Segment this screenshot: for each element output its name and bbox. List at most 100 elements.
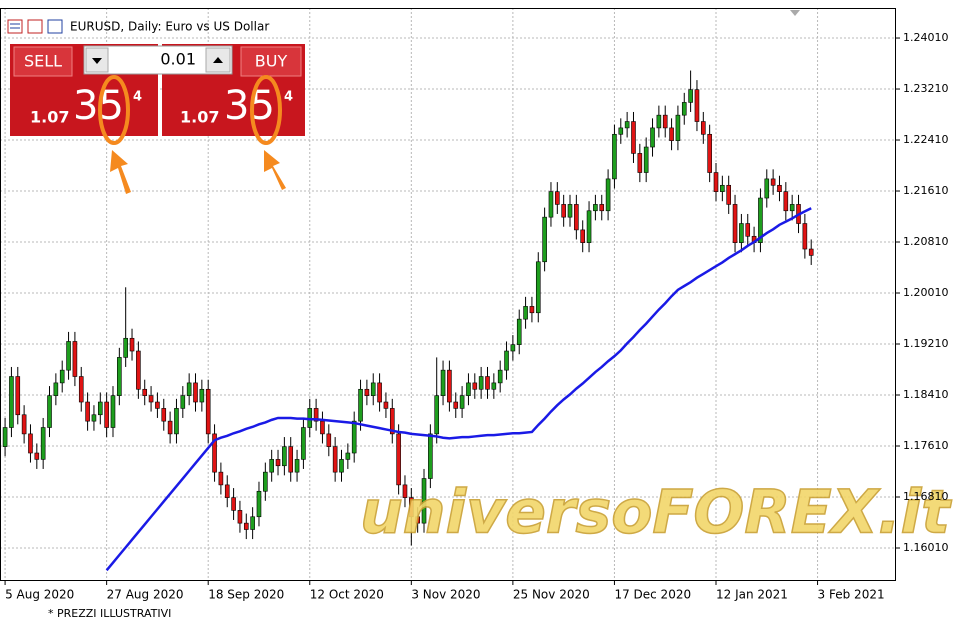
candle-body [567,204,573,218]
candle-body [199,388,205,403]
x-tick-label: 27 Aug 2020 [107,588,184,602]
buy-button[interactable] [240,46,302,77]
candle-body [389,408,395,435]
candle-body [205,388,211,435]
candle-body [662,114,668,129]
candle-body [656,114,662,129]
candle-body [726,184,731,205]
y-tick-label: 1.16010 [903,541,949,554]
icon-chart[interactable] [47,19,63,34]
icon-one-click[interactable] [27,19,43,34]
candle-body [224,484,230,498]
arrow [110,150,131,194]
candle-body [504,350,509,371]
y-tick-label: 1.21610 [903,184,949,197]
candle-body [129,337,135,352]
candle-body [34,452,40,460]
chart-title: EURUSD, Daily: Euro vs US Dollar [70,20,269,34]
candle-body [193,382,198,403]
candle-body [758,197,763,243]
candle-body [326,433,332,447]
candle-body [155,401,160,409]
candle-body [396,433,401,486]
candle-body [40,427,46,460]
buy-price-pips: 35 [224,83,275,129]
x-tick-label: 3 Nov 2020 [411,588,480,602]
candle-body [643,146,649,173]
lot-value: 0.01 [160,50,196,69]
candle-body [605,178,611,212]
candle-body [174,408,179,435]
arrow-down [92,58,102,64]
candle-body [478,376,484,390]
candles [2,70,814,572]
candle-body [447,369,452,403]
candle-body [694,89,700,122]
grid [0,8,895,580]
candle-body [231,497,236,511]
candle-body [612,133,617,180]
one-click-panel: SELL BUY 0.01 1.07 35 4 1.07 35 4 [10,44,305,136]
y-tick-label: 1.20010 [903,286,949,299]
y-tick-label: 1.16810 [903,490,949,503]
candle-body [212,433,217,473]
candle-body [383,401,389,409]
arrow [264,150,286,190]
candle-body [294,459,300,473]
candle-body [409,497,414,518]
candle-body [351,420,357,454]
icon-menu[interactable] [7,19,23,34]
candle-body [681,102,687,116]
buy-price-big: 1.07 [180,108,219,127]
candle-body [510,344,516,352]
candle-body [110,395,116,428]
y-tick-label: 1.17610 [903,439,949,452]
candle-body [180,395,186,409]
candle-body [345,452,351,460]
candle-body [72,341,78,377]
y-tick-label: 1.19210 [903,337,949,350]
candle-body [269,459,274,473]
sell-price-big: 1.07 [30,108,69,127]
y-tick-label: 1.23210 [903,82,949,95]
plot-frame [0,8,896,581]
candle-body [136,350,141,390]
candle-body [2,427,8,447]
x-tick-label: 12 Oct 2020 [310,588,384,602]
candle-body [402,484,408,498]
candle-body [497,369,503,384]
highlight-circle [250,75,282,145]
candle-body [745,223,751,237]
candle-body [275,459,281,467]
candle-body [808,248,814,256]
sell-button[interactable] [13,46,73,77]
candle-body [516,318,522,345]
candle-body [453,401,459,409]
sell-price-point: 4 [133,90,142,105]
candle-body [713,172,719,192]
candle-body [256,490,262,518]
candle-body [675,114,681,141]
candle-body [529,306,535,314]
arrow-up [213,57,223,63]
candle-body [535,261,541,314]
highlight-circle [98,75,130,145]
candle-body [434,395,440,435]
candle-body [148,395,154,403]
candle-body [66,341,71,371]
candle-body [720,184,725,192]
candle-body [104,401,109,428]
candle-body [485,376,490,390]
candle-body [415,516,420,524]
candle-body [472,382,478,390]
shift-marker [790,10,800,16]
candle-body [542,216,547,263]
buy-label: BUY [255,52,288,71]
candle-body [789,204,795,212]
candle-body [466,382,471,396]
candle-body [332,446,338,473]
candle-body [459,395,465,409]
candle-body [142,388,148,396]
